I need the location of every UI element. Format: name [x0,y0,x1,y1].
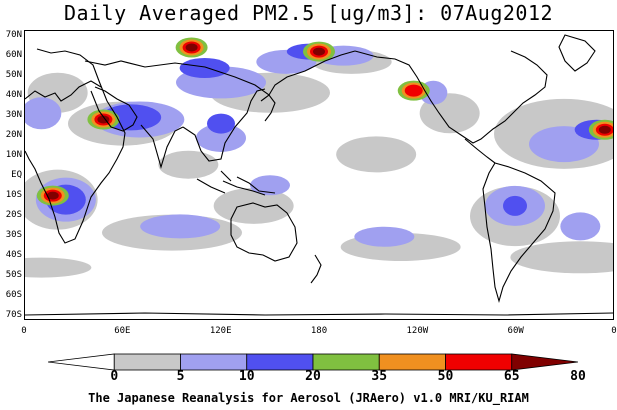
colorbar-label: 10 [238,369,255,384]
pm25-grey-area [25,257,92,278]
lat-label: 40N [5,90,22,100]
map-panel [24,30,614,320]
lon-label: 0 [21,326,27,336]
indonesia-coastline [196,170,276,194]
pm25-hotspot [313,47,325,56]
colorbar-swatch [511,353,578,371]
colorbar-label: 50 [437,369,454,384]
africa-coastline [25,48,126,244]
lat-label: 20N [5,130,22,140]
lat-label: 50N [5,70,22,80]
pm25-lightblue-area [140,214,221,239]
pm25-grey-area [510,241,613,274]
colorbar [48,353,578,371]
pm25-blue-area [503,195,527,216]
lon-label: 60W [507,326,524,336]
lat-label: 30N [5,110,22,120]
colorbar-swatch [378,353,446,371]
central-america-coastline [464,138,496,164]
pm25-hotspot [598,125,611,134]
colorbar-swatch [113,353,181,371]
pm25-map-svg [25,34,613,316]
new-zealand-coastline [310,254,322,284]
colorbar-swatch [246,353,314,371]
colorbar-label: 5 [176,369,185,384]
colorbar-swatch [312,353,380,371]
lat-label: 60N [5,50,22,60]
pm25-lightblue-area [250,175,290,196]
lat-label: 10N [5,150,22,160]
greenland-coastline [558,34,596,72]
colorbar-label: 80 [570,369,586,384]
pm25-lightblue-area [25,97,62,130]
colorbar-swatch [48,353,115,371]
map-title: Daily Averaged PM2.5 [ug/m3]: 07Aug2012 [63,1,554,25]
pm25-hotspot [404,84,423,97]
pm25-hotspot [46,191,59,200]
pm25-lightblue-area [196,123,246,152]
pm25-grey-area [336,136,417,173]
lon-label: 60E [114,326,131,336]
lat-label: 40S [5,250,22,260]
eurasia-coastline [25,50,356,102]
north-america-coastline [354,50,548,144]
australia-coastline [230,202,298,262]
lon-label: 180 [310,326,328,336]
south-america-coastline [482,162,556,304]
colorbar-label: 0 [110,369,119,384]
india-coastline [140,124,184,169]
pm25-blue-area [179,58,230,79]
pm25-lightblue-area [560,212,601,241]
colorbar-label: 20 [305,369,321,384]
pm25-field [25,37,613,278]
lat-label: EQ [11,170,22,180]
colorbar-label: 35 [371,369,388,384]
lon-label: 120W [406,326,429,336]
east-asia-coastline [182,88,266,196]
colorbar-swatch [180,353,248,371]
colorbar-label: 65 [503,369,520,384]
footer-caption: The Japanese Reanalysis for Aerosol (JRA… [88,391,529,405]
pm25-grey-area [158,150,219,179]
lat-label: 60S [5,290,22,300]
lat-label: 20S [5,210,22,220]
pm25-hotspot [185,43,198,52]
arabia-coastline [90,86,138,132]
lon-label: 120E [209,326,232,336]
pm25-lightblue-area [354,226,415,247]
lat-label: 70N [5,30,22,40]
colorbar-swatch [445,353,513,371]
lat-label: 70S [5,310,22,320]
antarctica-coastline [25,312,613,316]
pm25-blue-area [207,113,235,134]
japan-coastline [260,94,276,122]
lon-label: 0 [611,326,617,336]
lat-label: 30S [5,230,22,240]
lat-label: 50S [5,270,22,280]
coastlines [25,34,613,316]
lat-label: 10S [5,190,22,200]
